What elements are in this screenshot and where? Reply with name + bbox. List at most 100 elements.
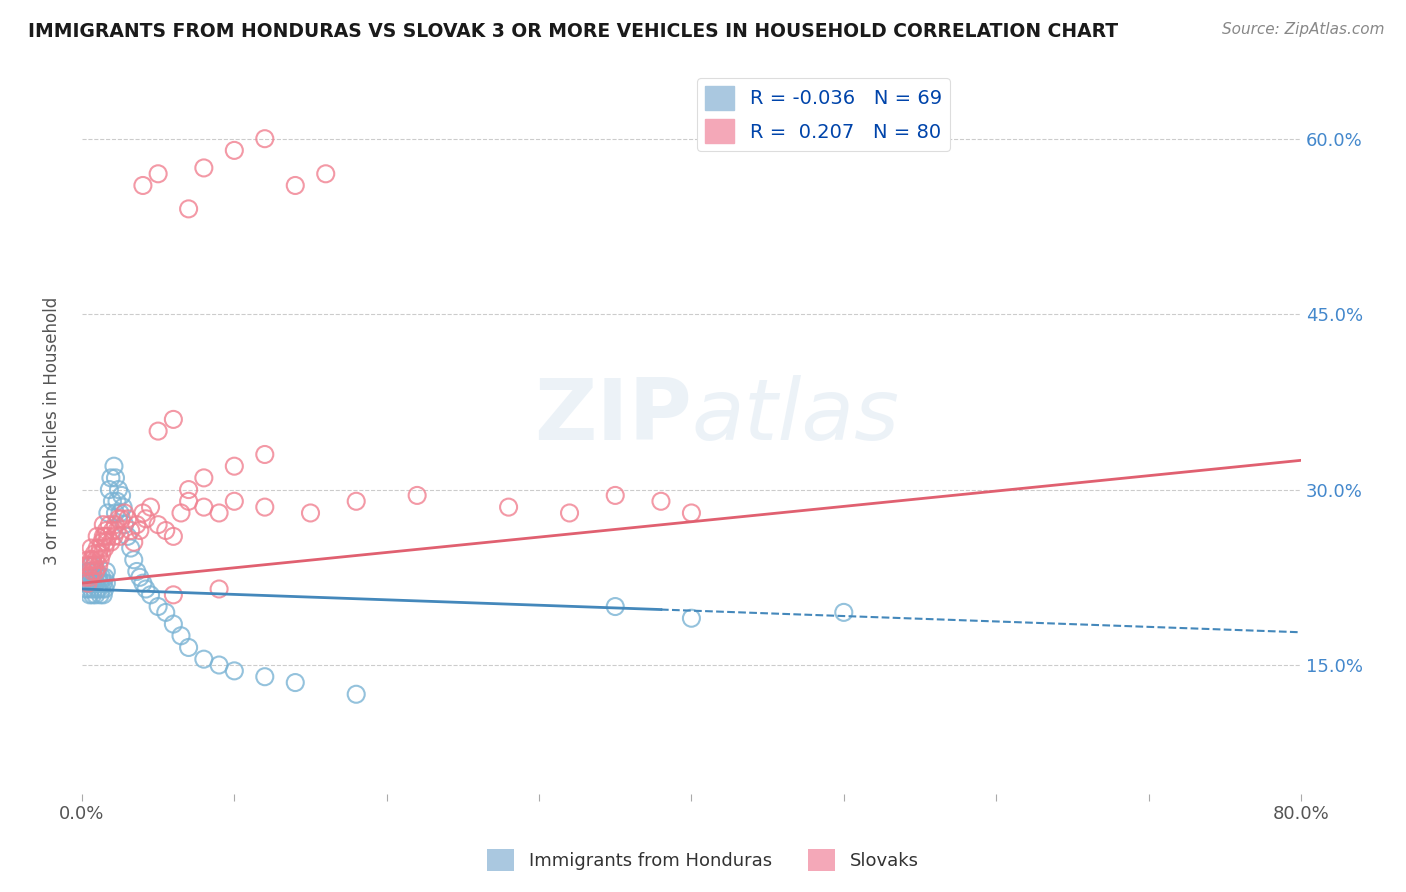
Point [91,576,114,591]
Point [79,565,101,579]
Point [120,541,142,555]
Point [224,664,246,678]
Point [77,582,100,596]
Point [104,506,127,520]
Point [177,640,200,655]
Point [96,576,118,591]
Y-axis label: 3 or more Vehicles in Household: 3 or more Vehicles in Household [44,297,60,566]
Point [114,506,136,520]
Point [101,524,124,538]
Point [89,553,111,567]
Point [146,424,169,438]
Point [107,512,129,526]
Point [284,178,307,193]
Text: Source: ZipAtlas.com: Source: ZipAtlas.com [1222,22,1385,37]
Point [89,588,111,602]
Point [162,412,184,426]
Point [82,588,104,602]
Legend: Immigrants from Honduras, Slovaks: Immigrants from Honduras, Slovaks [479,842,927,879]
Point [80,553,103,567]
Point [170,506,193,520]
Point [82,553,104,567]
Point [91,588,114,602]
Point [98,483,121,497]
Point [498,500,520,515]
Point [344,494,367,508]
Point [112,500,135,515]
Point [101,494,124,508]
Legend: R = -0.036   N = 69, R =  0.207   N = 80: R = -0.036 N = 69, R = 0.207 N = 80 [697,78,950,151]
Point [94,582,117,596]
Point [120,524,142,538]
Point [97,506,120,520]
Point [104,517,127,532]
Point [96,524,118,538]
Point [87,547,110,561]
Point [162,617,184,632]
Point [105,494,128,508]
Point [208,582,231,596]
Point [84,553,107,567]
Point [83,558,105,573]
Point [80,558,103,573]
Point [162,529,184,543]
Point [132,576,155,591]
Point [299,506,322,520]
Point [135,582,157,596]
Point [96,535,118,549]
Point [224,459,246,474]
Point [100,535,122,549]
Point [132,178,155,193]
Point [139,588,162,602]
Point [80,582,103,596]
Point [193,161,215,175]
Point [84,565,107,579]
Point [84,588,107,602]
Point [94,529,117,543]
Text: IMMIGRANTS FROM HONDURAS VS SLOVAK 3 OR MORE VEHICLES IN HOUSEHOLD CORRELATION C: IMMIGRANTS FROM HONDURAS VS SLOVAK 3 OR … [28,22,1118,41]
Point [87,570,110,584]
Point [315,167,337,181]
Point [79,576,101,591]
Point [177,483,200,497]
Point [224,144,246,158]
Point [253,448,276,462]
Point [73,582,96,596]
Point [79,558,101,573]
Point [86,541,108,555]
Point [117,529,139,543]
Point [82,576,104,591]
Point [253,670,276,684]
Point [76,558,98,573]
Point [91,517,114,532]
Point [77,576,100,591]
Point [146,599,169,614]
Point [104,471,127,485]
Point [177,494,200,508]
Point [193,652,215,666]
Point [155,524,177,538]
Point [76,570,98,584]
Point [80,570,103,584]
Point [146,167,169,181]
Point [128,524,150,538]
Point [83,558,105,573]
Point [110,512,132,526]
Point [77,553,100,567]
Point [122,553,145,567]
Point [90,535,112,549]
Point [86,570,108,584]
Point [139,500,162,515]
Point [558,506,581,520]
Point [135,512,157,526]
Point [82,565,104,579]
Point [208,506,231,520]
Point [155,606,177,620]
Point [83,547,105,561]
Point [146,517,169,532]
Point [681,611,703,625]
Point [96,565,118,579]
Point [132,506,155,520]
Point [83,582,105,596]
Point [80,541,103,555]
